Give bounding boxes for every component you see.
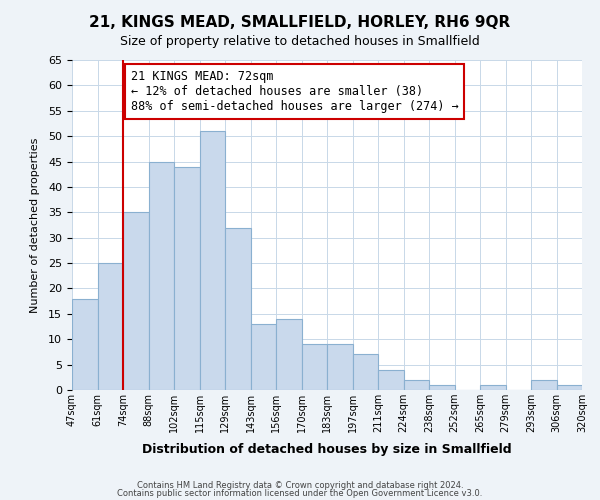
Bar: [429, 385, 455, 390]
Bar: [404, 380, 429, 390]
Bar: [531, 380, 557, 390]
Bar: [174, 166, 199, 390]
Text: 21 KINGS MEAD: 72sqm
← 12% of detached houses are smaller (38)
88% of semi-detac: 21 KINGS MEAD: 72sqm ← 12% of detached h…: [131, 70, 458, 113]
Bar: [378, 370, 404, 390]
Text: Contains HM Land Registry data © Crown copyright and database right 2024.: Contains HM Land Registry data © Crown c…: [137, 481, 463, 490]
Bar: [97, 263, 123, 390]
X-axis label: Distribution of detached houses by size in Smallfield: Distribution of detached houses by size …: [142, 444, 512, 456]
Bar: [302, 344, 327, 390]
Text: 21, KINGS MEAD, SMALLFIELD, HORLEY, RH6 9QR: 21, KINGS MEAD, SMALLFIELD, HORLEY, RH6 …: [89, 15, 511, 30]
Bar: [199, 131, 225, 390]
Bar: [123, 212, 149, 390]
Bar: [276, 319, 302, 390]
Bar: [557, 385, 582, 390]
Bar: [72, 298, 97, 390]
Text: Size of property relative to detached houses in Smallfield: Size of property relative to detached ho…: [120, 35, 480, 48]
Text: Contains public sector information licensed under the Open Government Licence v3: Contains public sector information licen…: [118, 488, 482, 498]
Bar: [149, 162, 174, 390]
Bar: [480, 385, 505, 390]
Bar: [327, 344, 353, 390]
Y-axis label: Number of detached properties: Number of detached properties: [30, 138, 40, 312]
Bar: [225, 228, 251, 390]
Bar: [251, 324, 276, 390]
Bar: [353, 354, 378, 390]
